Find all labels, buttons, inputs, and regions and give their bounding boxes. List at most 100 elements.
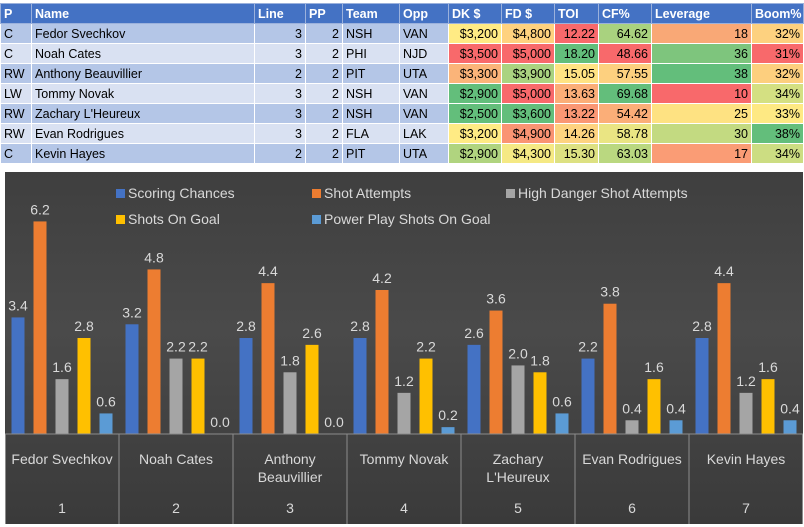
cell-line: 3: [254, 43, 306, 64]
data-label: 1.8: [530, 352, 550, 368]
cell-opp: UTA: [399, 143, 449, 164]
bar: [261, 283, 275, 434]
data-label: 2.0: [508, 345, 528, 361]
bar: [511, 365, 525, 434]
data-label: 2.2: [578, 339, 598, 355]
category-number: 5: [514, 500, 522, 516]
cell-cf: 54.42: [598, 103, 652, 124]
cell-toi: 15.05: [554, 63, 599, 84]
cell-dk: $3,300: [448, 63, 502, 84]
data-label: 4.8: [144, 249, 164, 265]
cell-cf: 63.03: [598, 143, 652, 164]
bar: [625, 420, 639, 434]
cell-fd: $5,000: [501, 83, 555, 104]
data-label: 2.6: [302, 325, 322, 341]
cell-pp: 2: [305, 143, 343, 164]
category-number: 6: [628, 500, 636, 516]
cell-line: 3: [254, 123, 306, 144]
cell-line: 3: [254, 103, 306, 124]
cell-line: 2: [254, 63, 306, 84]
bar: [739, 392, 753, 434]
cell-name: Fedor Svechkov: [31, 23, 255, 44]
bar: [441, 427, 455, 434]
cell-toi: 13.22: [554, 103, 599, 124]
chart-x-axis: Fedor Svechkov 1 Noah Cates 2 Anthony Beauvil…: [5, 433, 803, 524]
cell-pp: 2: [305, 83, 343, 104]
data-label: 0.0: [210, 414, 230, 430]
col-header-boom: Boom%: [751, 3, 804, 24]
data-label: 2.8: [692, 318, 712, 334]
col-header-name: Name: [31, 3, 255, 24]
legend-swatch: [506, 189, 515, 198]
data-label: 6.2: [30, 201, 50, 217]
category-number: 1: [58, 500, 66, 516]
cell-p: RW: [0, 123, 32, 144]
cell-opp: VAN: [399, 103, 449, 124]
col-header-fd: FD $: [501, 3, 555, 24]
cell-p: C: [0, 43, 32, 64]
cell-boom: 33%: [751, 103, 804, 124]
bar: [397, 392, 411, 434]
legend-label: Scoring Chances: [128, 185, 235, 201]
legend-label: Power Play Shots On Goal: [324, 211, 491, 227]
category-label: Anthony: [264, 451, 315, 467]
data-label: 4.4: [714, 263, 734, 279]
category-label: Fedor Svechkov: [11, 451, 112, 467]
data-label: 0.0: [324, 414, 344, 430]
legend-swatch: [116, 189, 125, 198]
cell-fd: $4,300: [501, 143, 555, 164]
bar: [99, 413, 113, 434]
col-header-line: Line: [254, 3, 306, 24]
cell-boom: 32%: [751, 23, 804, 44]
category-number: 3: [286, 500, 294, 516]
cell-leverage: 25: [651, 103, 752, 124]
bar: [419, 358, 433, 434]
cell-team: NSH: [342, 103, 400, 124]
data-label: 2.2: [188, 339, 208, 355]
cell-leverage: 30: [651, 123, 752, 144]
cell-team: PIT: [342, 63, 400, 84]
cell-leverage: 10: [651, 83, 752, 104]
category-label: L'Heureux: [486, 469, 549, 485]
cell-line: 2: [254, 143, 306, 164]
data-label: 3.6: [486, 291, 506, 307]
cell-name: Evan Rodrigues: [31, 123, 255, 144]
bar: [695, 338, 709, 434]
chart-legend: Scoring Chances Shot Attempts High Danger …: [116, 185, 688, 227]
cell-fd: $3,900: [501, 63, 555, 84]
bar: [305, 344, 319, 434]
table-header-row: P Name Line PP Team Opp DK $ FD $ TOI CF…: [0, 3, 804, 24]
bar: [717, 283, 731, 434]
table-row: RW Anthony Beauvillier 2 2 PIT UTA $3,300 $3,90…: [0, 63, 804, 84]
table-row: RW Evan Rodrigues 3 2 FLA LAK $3,200 $4,900 14.2…: [0, 123, 804, 144]
cell-pp: 2: [305, 63, 343, 84]
bar: [125, 324, 139, 434]
data-label: 3.8: [600, 284, 620, 300]
cell-cf: 69.68: [598, 83, 652, 104]
data-label: 2.2: [166, 339, 186, 355]
bar: [77, 338, 91, 434]
col-header-toi: TOI: [554, 3, 599, 24]
cell-p: C: [0, 23, 32, 44]
cell-team: PIT: [342, 143, 400, 164]
data-label: 1.2: [394, 373, 414, 389]
legend-label: Shots On Goal: [128, 211, 220, 227]
cell-dk: $3,200: [448, 23, 502, 44]
cell-boom: 34%: [751, 83, 804, 104]
cell-cf: 58.78: [598, 123, 652, 144]
data-label: 0.4: [622, 400, 642, 416]
category-label: Evan Rodrigues: [582, 451, 682, 467]
data-label: 2.8: [236, 318, 256, 334]
data-label: 1.6: [52, 359, 72, 375]
cell-toi: 14.26: [554, 123, 599, 144]
data-label: 1.8: [280, 352, 300, 368]
cell-dk: $2,900: [448, 143, 502, 164]
cell-dk: $2,900: [448, 83, 502, 104]
cell-p: C: [0, 143, 32, 164]
data-label: 2.8: [350, 318, 370, 334]
col-header-pp: PP: [305, 3, 343, 24]
category-label: Beauvillier: [258, 469, 323, 485]
cell-toi: 18.20: [554, 43, 599, 64]
col-header-opp: Opp: [399, 3, 449, 24]
cell-boom: 38%: [751, 123, 804, 144]
